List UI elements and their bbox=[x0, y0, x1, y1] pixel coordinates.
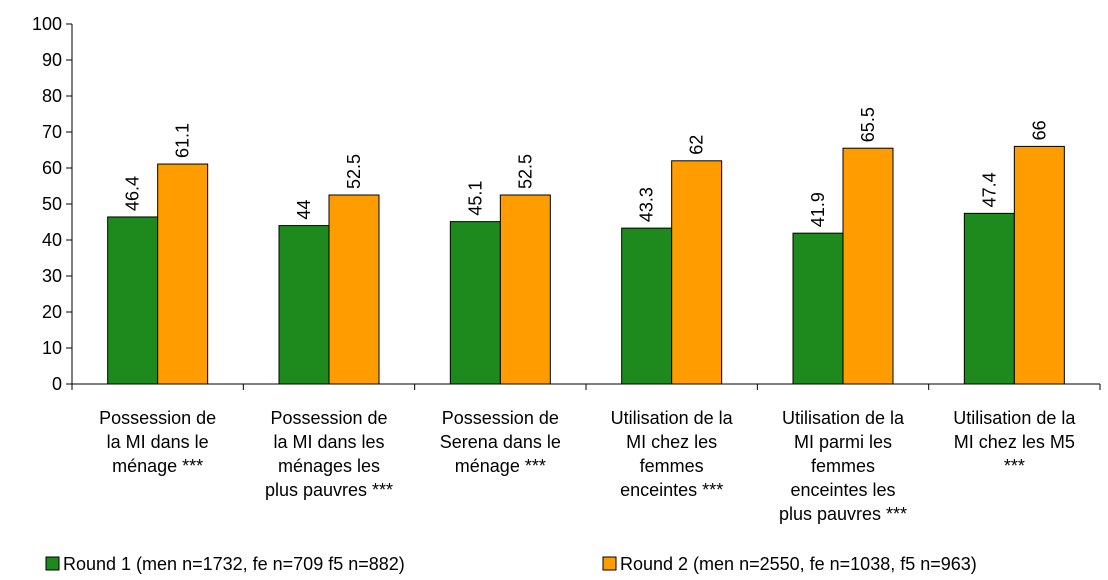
bar bbox=[792, 232, 844, 385]
x-tick-label-line: MI chez les M5 bbox=[954, 432, 1075, 452]
value-label: 62 bbox=[687, 135, 707, 155]
y-tick-label: 0 bbox=[52, 374, 62, 394]
value-label: 61.1 bbox=[173, 123, 193, 158]
legend-swatch bbox=[45, 556, 60, 571]
x-tick-label-line: femmes bbox=[640, 456, 704, 476]
legend-label: Round 2 (men n=2550, fe n=1038, f5 n=963… bbox=[620, 554, 977, 574]
y-tick-label: 100 bbox=[32, 14, 62, 34]
x-tick-label-line: femmes bbox=[811, 456, 875, 476]
bar bbox=[278, 225, 330, 385]
bar bbox=[621, 227, 673, 385]
x-tick-label-line: la MI dans les bbox=[273, 432, 384, 452]
y-tick-label: 30 bbox=[42, 266, 62, 286]
x-tick-label: Utilisation de la MI chez les M5 *** bbox=[953, 408, 1076, 476]
value-label: 45.1 bbox=[465, 181, 485, 216]
x-tick-label-line: MI chez les bbox=[626, 432, 717, 452]
x-tick-label-line: enceintes les bbox=[790, 480, 895, 500]
value-label: 47.4 bbox=[979, 172, 999, 207]
y-tick-label: 70 bbox=[42, 122, 62, 142]
value-label: 52.5 bbox=[344, 154, 364, 189]
x-tick-label-line: ménage *** bbox=[112, 456, 203, 476]
x-tick-label-line: Utilisation de la bbox=[953, 408, 1076, 428]
bar bbox=[842, 147, 894, 385]
x-tick-label: Possession de la MI dans le ménage *** bbox=[99, 408, 216, 476]
value-label: 65.5 bbox=[858, 107, 878, 142]
x-tick-label-line: MI parmi les bbox=[794, 432, 892, 452]
x-tick-label-line: ménage *** bbox=[455, 456, 546, 476]
y-tick-label: 50 bbox=[42, 194, 62, 214]
bar bbox=[671, 160, 723, 385]
x-tick-label: Possession de Serena dans le ménage *** bbox=[440, 408, 561, 476]
x-tick-label-line: plus pauvres *** bbox=[779, 504, 907, 524]
value-label: 52.5 bbox=[515, 154, 535, 189]
bar bbox=[499, 194, 551, 385]
y-tick-label: 40 bbox=[42, 230, 62, 250]
x-tick-label: Utilisation de la MI chez les femmes encein… bbox=[611, 408, 734, 500]
x-tick-label-line: Possession de bbox=[99, 408, 216, 428]
bar bbox=[963, 212, 1015, 385]
x-tick-label-line: Possession de bbox=[442, 408, 559, 428]
value-label: 46.4 bbox=[123, 176, 143, 211]
bar bbox=[157, 163, 209, 385]
bar bbox=[328, 194, 380, 385]
x-tick-label-line: Utilisation de la bbox=[611, 408, 734, 428]
value-label: 43.3 bbox=[637, 187, 657, 222]
x-tick-label: Utilisation de la MI parmi les femmes encei… bbox=[779, 408, 907, 524]
bar bbox=[1013, 145, 1065, 385]
y-tick-label: 10 bbox=[42, 338, 62, 358]
value-label: 66 bbox=[1029, 120, 1049, 140]
x-tick-label-line: Serena dans le bbox=[440, 432, 561, 452]
value-label: 44 bbox=[294, 200, 314, 220]
x-tick-label-line: la MI dans le bbox=[107, 432, 209, 452]
y-tick-label: 90 bbox=[42, 50, 62, 70]
bar bbox=[107, 216, 159, 385]
y-tick-label: 80 bbox=[42, 86, 62, 106]
x-tick-label: Possession de la MI dans les ménages les pl… bbox=[265, 408, 393, 500]
value-label: 41.9 bbox=[808, 192, 828, 227]
x-tick-label-line: *** bbox=[1004, 456, 1025, 476]
x-tick-label-line: plus pauvres *** bbox=[265, 480, 393, 500]
y-tick-label: 20 bbox=[42, 302, 62, 322]
x-tick-label-line: enceintes *** bbox=[620, 480, 723, 500]
x-tick-label-line: ménages les bbox=[278, 456, 380, 476]
y-tick-label: 60 bbox=[42, 158, 62, 178]
bar bbox=[449, 221, 501, 385]
legend-label: Round 1 (men n=1732, fe n=709 f5 n=882) bbox=[63, 554, 405, 574]
x-tick-label-line: Utilisation de la bbox=[782, 408, 905, 428]
legend-swatch bbox=[602, 556, 617, 571]
x-tick-label-line: Possession de bbox=[270, 408, 387, 428]
